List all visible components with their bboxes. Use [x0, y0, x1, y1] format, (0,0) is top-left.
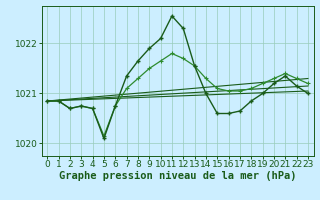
X-axis label: Graphe pression niveau de la mer (hPa): Graphe pression niveau de la mer (hPa) [59, 171, 296, 181]
